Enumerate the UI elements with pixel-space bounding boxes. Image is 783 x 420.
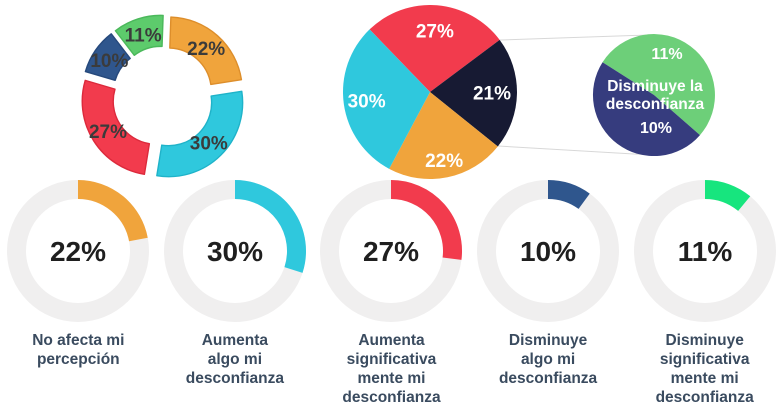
- gauge-caption-line: Aumenta: [358, 332, 425, 349]
- gauge-caption-line: percepción: [36, 351, 120, 368]
- gauge-caption-2: Aumenta significativa mente mi desconfianza: [342, 331, 440, 407]
- main-pie-label-3: 30%: [348, 91, 386, 112]
- gauge-percent-4: 11%: [677, 236, 732, 267]
- gauge-ring-2: 27%: [320, 180, 463, 322]
- gauge-caption-1: Aumenta algo mi desconfianza: [186, 331, 284, 388]
- connector-line-bottom: [497, 145, 653, 156]
- main-pie-slice-1: [430, 39, 517, 147]
- gauge-percent-2: 27%: [363, 236, 419, 267]
- gauge-caption-line: Aumenta: [201, 332, 269, 349]
- gauge-row: 22% No afecta mi percepción 30% Aumenta algo …: [0, 176, 783, 407]
- gauge-caption-line: significativa: [346, 351, 437, 368]
- gauge-caption-line: Disminuye: [508, 332, 588, 349]
- gauge-arc-1: [234, 180, 306, 273]
- gauge-caption-line: significativa: [659, 351, 750, 368]
- donut-slice-label-4: 11%: [125, 26, 162, 47]
- main-pie-chart: 27% 21% 22% 30%: [343, 5, 517, 179]
- gauge-caption-3: Disminuye algo mi desconfianza: [499, 331, 597, 388]
- gauge-caption-line: algo mi: [520, 351, 576, 368]
- detail-pie-slice-1: [592, 62, 700, 157]
- donut-chart: 22% 30% 27% 10% 11%: [81, 14, 244, 178]
- donut-slice-shape-0: [169, 16, 243, 86]
- main-pie-label-0: 27%: [416, 22, 454, 43]
- detail-pie-label-1: 10%: [640, 120, 672, 137]
- donut-slice-1: 30%: [156, 90, 244, 178]
- gauge-1: 30% Aumenta algo mi desconfianza: [157, 176, 314, 407]
- donut-slice-3: 10%: [84, 33, 131, 82]
- gauge-arc-2: [391, 180, 463, 260]
- donut-slice-label-0: 22%: [187, 39, 225, 60]
- detail-pie-label-0: 11%: [651, 46, 682, 63]
- gauge-3: 10% Disminuye algo mi desconfianza: [470, 176, 627, 407]
- gauge-0: 22% No afecta mi percepción: [0, 176, 157, 407]
- gauge-2: 27% Aumenta significativa mente mi desconfia…: [313, 176, 470, 407]
- gauge-caption-4: Disminuye significativa mente mi desconfian…: [656, 331, 754, 407]
- donut-slice-shape-2: [81, 79, 151, 176]
- donut-slice-0: 22%: [169, 16, 243, 86]
- gauge-caption-line: No afecta mi: [32, 332, 125, 349]
- main-pie-slice-2: [389, 92, 498, 179]
- main-pie-label-1: 21%: [473, 84, 511, 105]
- gauge-caption-line: mente mi: [670, 370, 739, 387]
- gauge-caption-line: mente mi: [357, 370, 426, 387]
- gauge-arc-4: [704, 180, 750, 212]
- gauge-caption-line: desconfianza: [342, 389, 441, 406]
- donut-slice-shape-1: [156, 90, 244, 178]
- gauge-arc-3: [547, 180, 590, 210]
- detail-pie-center-label-line-1: desconfianza: [606, 96, 705, 113]
- gauge-caption-line: desconfianza: [498, 370, 598, 387]
- donut-slice-shape-3: [84, 33, 131, 82]
- main-pie-slice-0: [369, 5, 500, 92]
- gauge-caption-line: desconfianza: [655, 389, 754, 406]
- connector-line-top: [499, 34, 650, 41]
- gauge-percent-1: 30%: [207, 236, 263, 267]
- gauge-percent-0: 22%: [50, 236, 106, 267]
- gauge-ring-0: 22%: [7, 180, 150, 322]
- gauge-caption-line: Disminuye: [665, 332, 744, 349]
- gauge-ring-1: 30%: [163, 180, 306, 322]
- donut-slice-shape-4: [114, 14, 164, 57]
- main-pie-slice-3: [343, 29, 430, 169]
- donut-slice-label-3: 10%: [90, 51, 128, 72]
- gauge-caption-line: algo mi: [207, 351, 263, 368]
- donut-slice-label-1: 30%: [190, 134, 228, 155]
- gauge-ring-4: 11%: [633, 180, 776, 322]
- detail-pie-center-label-line-0: Disminuye la: [607, 78, 703, 95]
- gauge-4: 11% Disminuye significativa mente mi desconf…: [626, 176, 783, 407]
- gauge-arc-0: [77, 180, 149, 242]
- main-pie-label-2: 22%: [425, 151, 463, 172]
- gauge-percent-3: 10%: [520, 236, 576, 267]
- gauge-caption-line: desconfianza: [185, 370, 284, 387]
- donut-slice-4: 11%: [114, 14, 164, 57]
- donut-slice-2: 27%: [81, 79, 151, 176]
- gauge-caption-0: No afecta mi percepción: [32, 331, 124, 369]
- donut-slice-label-2: 27%: [89, 122, 127, 143]
- gauge-ring-3: 10%: [477, 180, 620, 322]
- detail-pie-slice-0: [602, 34, 715, 136]
